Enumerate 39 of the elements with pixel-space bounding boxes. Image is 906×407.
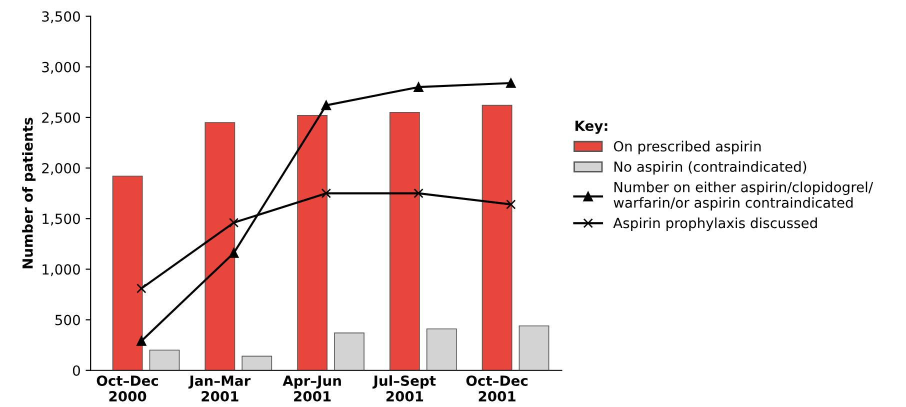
legend-label: Aspirin prophylaxis discussed	[613, 218, 817, 231]
point	[228, 248, 239, 258]
point	[136, 284, 146, 294]
point	[136, 336, 146, 346]
x-tick-label: Apr–Jun 2001	[282, 376, 341, 402]
y-tick-label: 2,500	[42, 112, 80, 124]
y-tick-label: 3,500	[42, 11, 80, 24]
legend-label: Number on either aspirin/clopidogrel/ warfarin/or aspirin contraindicated	[614, 182, 874, 211]
y-tick-label: 0	[72, 365, 80, 376]
point	[414, 188, 424, 198]
legend-label: On prescribed aspirin	[614, 140, 761, 154]
bar	[389, 112, 420, 370]
point	[414, 82, 424, 92]
bar	[149, 350, 180, 370]
bar	[242, 356, 272, 370]
point	[506, 200, 516, 210]
bar	[297, 115, 328, 370]
x-tick-label: Oct–Dec 2000	[96, 375, 158, 402]
x-tick-label: Oct–Dec 2001	[466, 375, 528, 402]
legend-label: No aspirin (contraindicated)	[614, 161, 806, 175]
x-tick-label: Jan–Mar 2001	[188, 376, 251, 402]
point	[321, 188, 332, 198]
bar	[204, 122, 236, 370]
y-tick-label: 500	[55, 314, 80, 326]
y-tick-label: 2,000	[42, 163, 80, 175]
bar	[518, 325, 550, 370]
point	[506, 78, 516, 88]
y-tick-label: 1,500	[42, 214, 80, 226]
point	[321, 100, 332, 110]
legend-title: Key:	[575, 120, 608, 134]
bar	[482, 104, 512, 370]
x-tick-label: Jul–Sept 2001	[372, 375, 436, 402]
y-tick-label: 1,000	[42, 264, 80, 276]
bar	[112, 176, 143, 370]
point	[228, 218, 239, 228]
bar	[426, 328, 457, 370]
bar	[334, 332, 364, 370]
y-axis-title: Number of patients	[22, 118, 36, 268]
y-tick-label: 3,000	[42, 62, 80, 74]
